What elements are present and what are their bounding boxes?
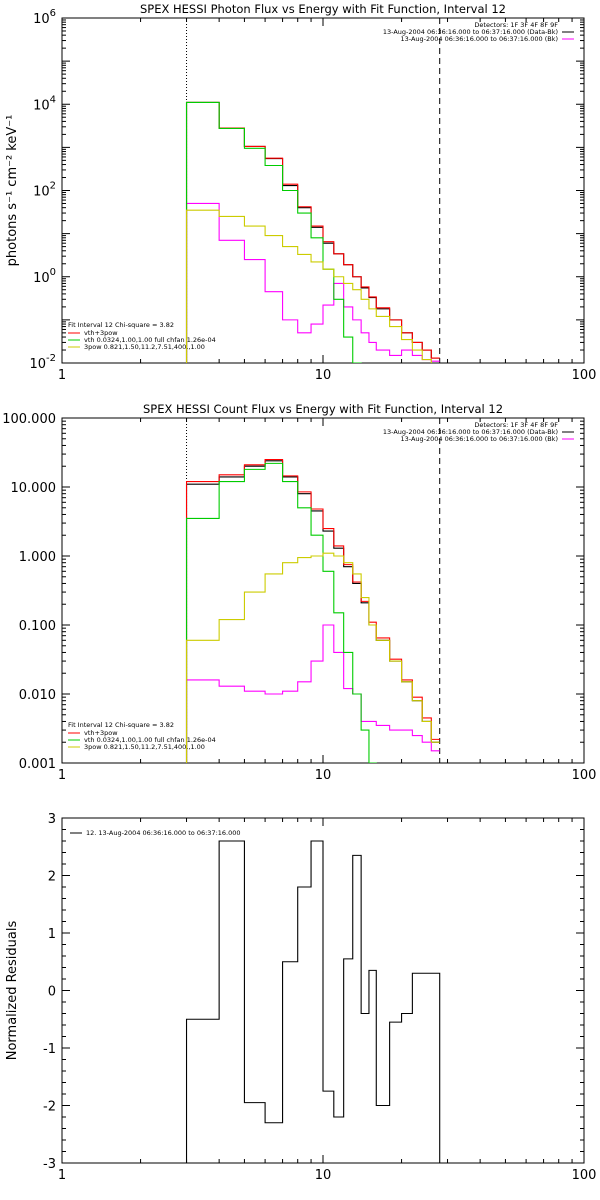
y-tick-label: 1 [48, 927, 56, 942]
legend-label: vth 0.0324,1.00,1.00 full chfan 1.26e-04 [84, 336, 216, 344]
y-tick-label: 100.000 [2, 412, 56, 427]
x-tick-label: 100 [572, 1168, 597, 1183]
header-line: Detectors: 1F 3F 4F 8F 9F [474, 21, 558, 29]
series-vth-line [185, 462, 377, 763]
x-tick-label: 10 [315, 1168, 332, 1183]
legend-label: vth 0.0324,1.00,1.00 full chfan 1.26e-04 [84, 736, 216, 744]
series-total-line [185, 458, 440, 763]
y-tick-label: 2 [48, 870, 56, 885]
x-tick-label: 10 [315, 368, 332, 383]
x-tick-label: 100 [572, 368, 597, 383]
y-tick-label: -3 [43, 1157, 56, 1172]
legend-label: vth+3pow [84, 329, 118, 337]
y-tick-label: 10.000 [11, 481, 57, 496]
legend-label: 3pow 0.821,1.50,11.2,7.51,400.,1.00 [84, 343, 205, 351]
chart-title: SPEX HESSI Photon Flux vs Energy with Fi… [140, 2, 506, 16]
y-tick-label: 10-2 [29, 353, 56, 372]
y-axis-title: Normalized Residuals [5, 921, 20, 1061]
y-tick-label: 100 [33, 267, 56, 286]
fit-info: Fit Interval 12 Chi-square = 3.82 [68, 721, 174, 729]
x-tick-label: 1 [58, 1168, 66, 1183]
y-tick-label: 106 [33, 8, 56, 27]
x-tick-label: 100 [572, 768, 597, 783]
y-tick-exponent: -2 [46, 353, 56, 364]
y-tick-exponent: 0 [50, 267, 56, 278]
y-tick-label: 0.100 [19, 619, 56, 634]
y-tick-base: 10 [33, 271, 50, 286]
header-line: 13-Aug-2004 06:36:16.000 to 06:37:16.000… [383, 28, 558, 36]
fit-info: Fit Interval 12 Chi-square = 3.82 [68, 321, 174, 329]
series-group [185, 101, 440, 363]
y-tick-exponent: 6 [50, 8, 56, 19]
plot-frame [61, 417, 585, 764]
y-tick-label: -2 [43, 1100, 56, 1115]
y-tick-base: 10 [33, 12, 50, 27]
series-pow-line [185, 552, 440, 763]
y-tick-label: 0.001 [19, 757, 56, 772]
y-axis-title: photons s⁻¹ cm⁻² keV⁻¹ [5, 115, 20, 267]
header-line: Detectors: 1F 3F 4F 8F 9F [474, 421, 558, 429]
x-tick-label: 1 [58, 368, 66, 383]
x-tick-label: 10 [315, 768, 332, 783]
series-group [185, 840, 441, 1163]
y-tick-base: 10 [29, 357, 46, 372]
y-tick-label: 3 [48, 812, 56, 827]
x-tick-label: 1 [58, 768, 66, 783]
header-line: 13-Aug-2004 06:36:16.000 to 06:37:16.000… [401, 435, 558, 443]
y-tick-exponent: 2 [50, 181, 56, 192]
legend-label: vth+3pow [84, 729, 118, 737]
series-bk-line [185, 624, 440, 763]
header-line: 13-Aug-2004 06:36:16.000 to 06:37:16.000… [383, 428, 558, 436]
y-tick-base: 10 [33, 98, 50, 113]
series-pow-line [185, 209, 432, 363]
chart-panel-2: SPEX HESSI Count Flux vs Energy with Fit… [2, 402, 596, 783]
y-tick-base: 10 [33, 185, 50, 200]
y-tick-label: 1.000 [19, 550, 56, 565]
y-tick-label: 104 [33, 94, 56, 113]
chart-title: SPEX HESSI Count Flux vs Energy with Fit… [143, 402, 503, 416]
legend-label: 3pow 0.821,1.50,11.2,7.51,400.,1.00 [84, 743, 205, 751]
y-tick-label: -1 [43, 1042, 56, 1057]
y-tick-label: 102 [33, 181, 56, 200]
y-tick-label: 0.010 [19, 688, 56, 703]
chart-panel-3: 1 10 100 -3 -2 -1 0 1 2 3 Normalized Residuals 12. … [5, 812, 596, 1183]
chart-panel-1: SPEX HESSI Photon Flux vs Energy with Fi… [5, 2, 596, 383]
header-line: 13-Aug-2004 06:36:16.000 to 06:37:16.000… [401, 35, 558, 43]
series-data-line [185, 460, 440, 763]
y-tick-exponent: 4 [50, 94, 56, 105]
legend-label: 12. 13-Aug-2004 06:36:16.000 to 06:37:16… [86, 829, 241, 837]
y-tick-label: 0 [48, 985, 56, 1000]
series-group [185, 458, 440, 763]
series-residuals-line [185, 840, 441, 1163]
